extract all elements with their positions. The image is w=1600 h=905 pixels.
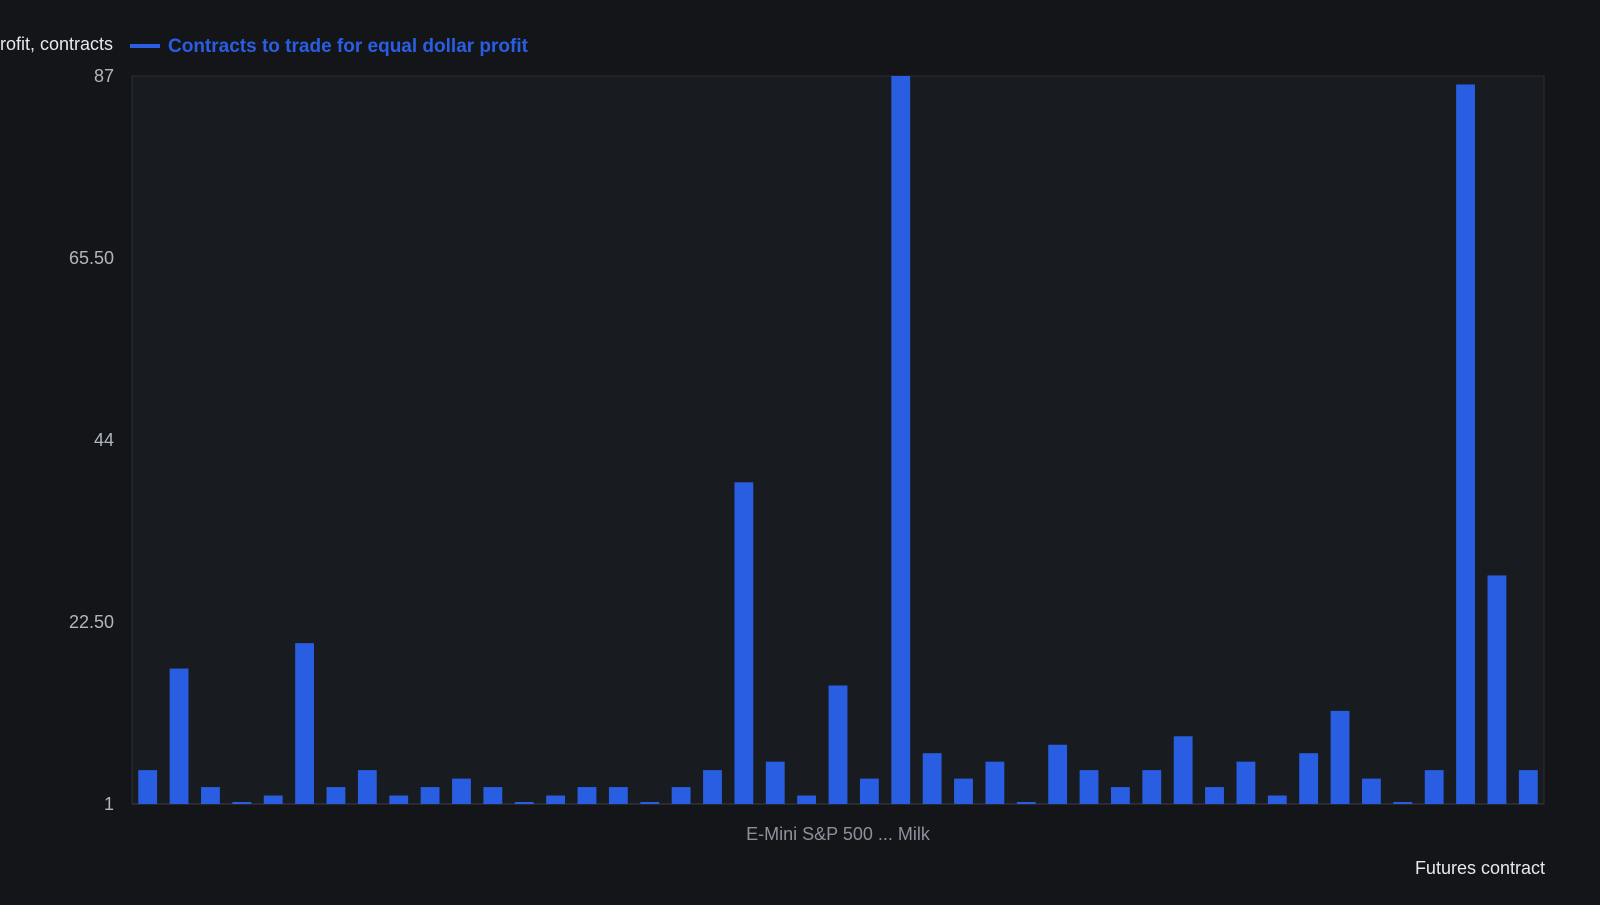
bar[interactable] (483, 787, 503, 804)
bar[interactable] (608, 787, 628, 804)
bar[interactable] (1487, 575, 1507, 804)
bar[interactable] (1048, 744, 1068, 804)
bar[interactable] (295, 643, 314, 804)
bar[interactable] (859, 778, 879, 804)
bar[interactable] (138, 770, 158, 804)
bar[interactable] (546, 795, 566, 804)
bar[interactable] (1173, 736, 1193, 804)
bar[interactable] (1079, 770, 1099, 804)
bar[interactable] (1424, 770, 1444, 804)
bar[interactable] (169, 668, 189, 804)
bar[interactable] (1205, 787, 1224, 804)
bar[interactable] (1393, 802, 1413, 804)
bar[interactable] (577, 787, 597, 804)
x-tick-labels: E-Mini S&P 500 ... Milk (746, 824, 931, 844)
bar[interactable] (891, 76, 911, 804)
bar[interactable] (1456, 84, 1475, 805)
axes (131, 75, 1545, 805)
bar[interactable] (703, 770, 722, 804)
bar[interactable] (420, 787, 440, 804)
bar[interactable] (985, 761, 1005, 804)
bar[interactable] (1362, 778, 1381, 804)
bar[interactable] (734, 482, 754, 804)
bar[interactable] (1299, 753, 1319, 804)
y-tick-label: 1 (104, 794, 114, 814)
bar[interactable] (671, 787, 691, 804)
legend-swatch (130, 44, 160, 48)
y-axis-title: Contracts to trade for equal dollar prof… (0, 34, 113, 54)
bar[interactable] (1016, 802, 1036, 804)
bar[interactable] (1110, 787, 1130, 804)
bar[interactable] (1236, 761, 1256, 804)
bar[interactable] (389, 795, 409, 804)
bar[interactable] (1330, 710, 1350, 804)
tick-labels: 1 22.50 44 65.50 87 E-Mini S&P 500 ... Milk (69, 66, 931, 844)
x-axis-title: Futures contract (1415, 858, 1545, 878)
bar[interactable] (828, 685, 848, 804)
bar[interactable] (201, 787, 220, 804)
plot-area (131, 75, 1545, 805)
legend-label[interactable]: Contracts to trade for equal dollar prof… (168, 36, 529, 57)
bar[interactable] (797, 795, 817, 804)
bar[interactable] (452, 778, 471, 804)
y-tick-label: 44 (94, 430, 114, 450)
y-tick-label: 22.50 (69, 612, 114, 632)
bar[interactable] (1267, 795, 1287, 804)
bar[interactable] (326, 787, 346, 804)
bar[interactable] (922, 753, 942, 804)
bar[interactable] (232, 802, 252, 804)
bar[interactable] (954, 778, 973, 804)
y-tick-label: 87 (94, 66, 114, 86)
bar[interactable] (357, 770, 377, 804)
y-tick-label: 65.50 (69, 248, 114, 268)
bar[interactable] (765, 761, 785, 804)
bar[interactable] (1518, 770, 1538, 804)
bar[interactable] (263, 795, 283, 804)
bar[interactable] (1142, 770, 1162, 804)
bar[interactable] (640, 802, 660, 804)
bars (138, 76, 1538, 805)
bar[interactable] (514, 802, 534, 804)
